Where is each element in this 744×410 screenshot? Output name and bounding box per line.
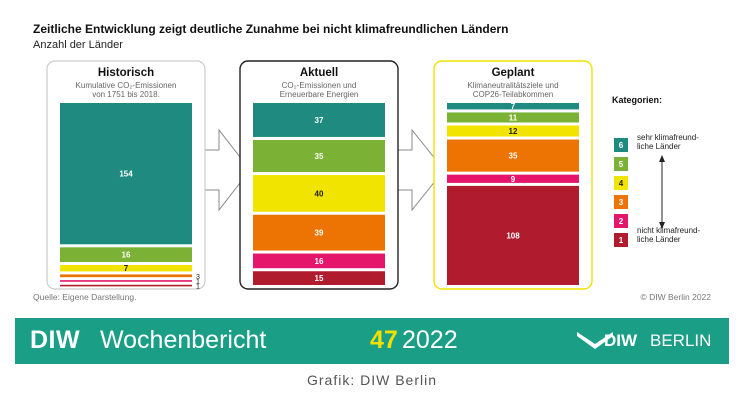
legend-label-6: 6	[619, 141, 624, 150]
legend-label-2: 2	[619, 217, 624, 226]
diw-logo-icon	[577, 332, 613, 349]
data-label-historisch-5: 16	[122, 251, 131, 260]
logo-berlin-text: BERLIN	[650, 331, 712, 350]
legend-swatch-2	[614, 214, 628, 228]
bar-segment-geplant-2	[447, 174, 579, 183]
panel-description-3: Klimaneutralitätsziele und	[467, 81, 558, 90]
bar-segment-geplant-3	[447, 139, 579, 172]
bar-segment-geplant-5	[447, 112, 579, 123]
legend-arrow-up-icon	[659, 155, 665, 162]
legend-desc-bottom: nicht klimafreund-	[637, 226, 700, 235]
bar-segment-historisch-1	[60, 284, 192, 287]
data-label-geplant-3: 35	[509, 152, 518, 161]
bar-segment-aktuell-4	[253, 175, 385, 212]
bar-segment-geplant-1	[447, 185, 579, 285]
legend-label-1: 1	[619, 236, 624, 245]
bar-segment-aktuell-5	[253, 139, 385, 173]
data-label-historisch-6: 154	[119, 170, 133, 179]
banner-year: 2022	[402, 326, 458, 354]
data-label-geplant-4: 12	[509, 127, 518, 136]
legend-arrow-down-icon	[659, 222, 665, 229]
copyright-note: © DIW Berlin 2022	[640, 292, 711, 302]
data-label-historisch-3: 3	[196, 274, 200, 281]
panel-description-1: Kumulative CO₂-Emissionen	[76, 81, 177, 90]
data-label-geplant-5: 11	[509, 113, 518, 122]
legend-label-3: 3	[619, 198, 624, 207]
data-label-aktuell-1: 15	[315, 274, 324, 283]
legend-desc-top: liche Länder	[637, 142, 681, 151]
panel-title-2: Aktuell	[300, 67, 338, 79]
data-label-geplant-1: 108	[506, 231, 520, 240]
legend-swatch-3	[614, 195, 628, 209]
bar-segment-aktuell-6	[253, 103, 385, 137]
panel-description-1: von 1751 bis 2018.	[92, 90, 160, 99]
chart-subtitle: Anzahl der Länder	[33, 39, 123, 51]
legend-label-4: 4	[619, 179, 624, 188]
data-label-geplant-2: 9	[511, 175, 516, 184]
data-label-aktuell-4: 40	[315, 189, 324, 198]
data-label-historisch-4: 7	[124, 264, 129, 273]
bar-segment-aktuell-3	[253, 214, 385, 251]
legend-swatch-5	[614, 157, 628, 171]
panel-title-1: Historisch	[98, 67, 154, 79]
panel-description-2: Erneuerbare Energien	[280, 90, 359, 99]
data-label-historisch-2: 1	[196, 279, 200, 286]
data-label-historisch-1: 1	[196, 284, 200, 291]
legend-swatch-1	[614, 233, 628, 247]
chart-title: Zeitliche Entwicklung zeigt deutliche Zu…	[33, 22, 509, 36]
legend-swatch-6	[614, 138, 628, 152]
banner-issue: 47	[370, 326, 398, 354]
bar-segment-historisch-3	[60, 274, 192, 278]
bar-segment-historisch-6	[60, 103, 192, 245]
bar-segment-geplant-6	[447, 103, 579, 110]
bar-segment-aktuell-2	[253, 253, 385, 269]
banner-publication: Wochenbericht	[100, 326, 267, 354]
graphic-credit: Grafik: DIW Berlin	[306, 372, 437, 388]
legend-label-5: 5	[619, 160, 624, 169]
data-label-aktuell-3: 39	[315, 229, 324, 238]
publication-banner	[15, 318, 729, 364]
data-label-aktuell-2: 16	[315, 257, 324, 266]
legend-desc-bottom: liche Länder	[637, 235, 681, 244]
source-note: Quelle: Eigene Darstellung.	[33, 292, 137, 302]
data-label-aktuell-5: 35	[315, 152, 324, 161]
data-label-geplant-6: 7	[511, 102, 516, 111]
banner-diw: DIW	[30, 326, 81, 354]
legend-swatch-4	[614, 176, 628, 190]
legend-title: Kategorien:	[612, 95, 662, 105]
logo-diw-text: DIW	[604, 331, 638, 350]
bar-segment-aktuell-1	[253, 271, 385, 285]
bar-segment-historisch-4	[60, 264, 192, 272]
panel-description-3: COP26-Teilabkommen	[473, 90, 553, 99]
bar-segment-historisch-5	[60, 247, 192, 262]
panel-title-3: Geplant	[492, 67, 535, 79]
legend-desc-top: sehr klimafreund-	[637, 133, 699, 142]
data-label-aktuell-6: 37	[315, 116, 324, 125]
panel-description-2: CO₂-Emissionen und	[282, 81, 357, 90]
bar-segment-historisch-2	[60, 280, 192, 282]
bar-segment-geplant-4	[447, 125, 579, 137]
